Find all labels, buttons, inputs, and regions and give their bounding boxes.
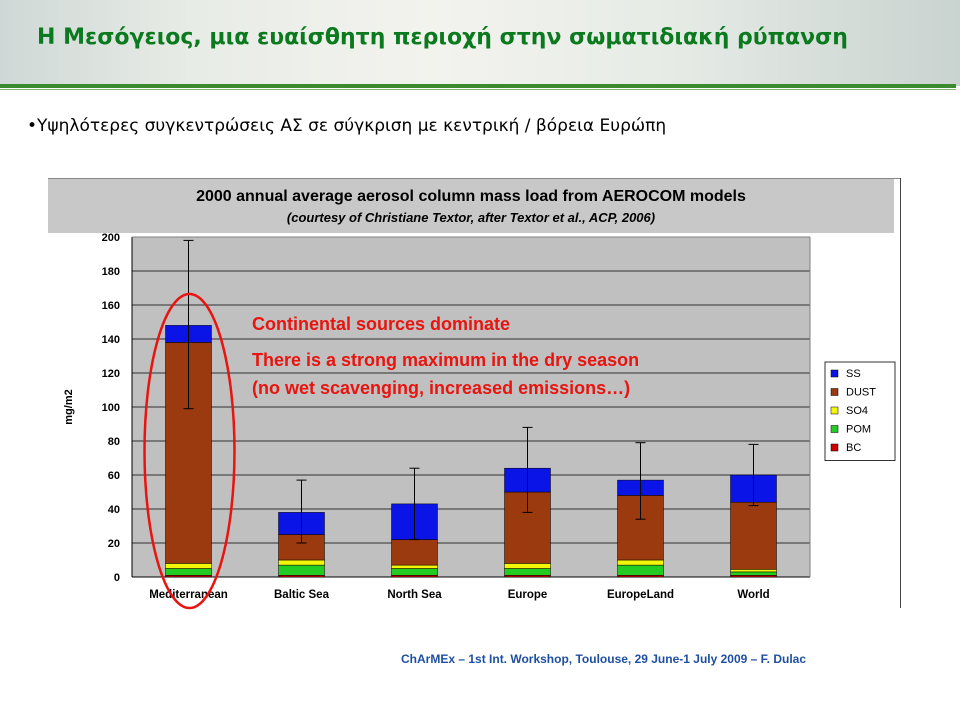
bar-segment-bc: [730, 575, 777, 578]
footer-credit: ChArMEx – 1st Int. Workshop, Toulouse, 2…: [401, 652, 806, 666]
slide-title: Η Μεσόγειος, μια ευαίσθητη περιοχή στην …: [37, 25, 848, 50]
legend-label-ss: SS: [846, 368, 861, 380]
y-tick-label: 140: [102, 334, 120, 346]
y-tick-label: 80: [108, 436, 120, 448]
bar-segment-so4: [391, 564, 438, 569]
bar-segment-so4: [504, 563, 551, 569]
x-tick-label: North Sea: [387, 589, 442, 601]
chart-title: 2000 annual average aerosol column mass …: [196, 188, 746, 205]
y-tick-label: 120: [102, 368, 120, 380]
highlight-ellipse: [143, 292, 236, 610]
bar-segment-pom: [617, 564, 664, 576]
bar-segment-pom: [730, 571, 777, 576]
bar-segment-so4: [730, 569, 777, 573]
chart-frame-right: [900, 178, 901, 608]
title-underline: [0, 84, 956, 88]
bar-segment-bc: [391, 575, 438, 578]
chart-annotation: (no wet scavenging, increased emissions……: [252, 378, 630, 398]
header-banner: [0, 0, 960, 86]
bar-segment-bc: [617, 575, 664, 578]
x-tick-label: Baltic Sea: [274, 589, 330, 601]
y-tick-label: 60: [108, 470, 120, 482]
chart-annotation: Continental sources dominate: [252, 314, 510, 334]
bar-segment-so4: [278, 559, 325, 566]
bar-segment-pom: [165, 568, 212, 576]
x-tick-label: EuropeLand: [607, 589, 674, 601]
bar-segment-pom: [278, 564, 325, 576]
bar-segment-dust: [730, 501, 777, 570]
y-axis-label: mg/m2: [63, 389, 75, 424]
chart-subtitle: (courtesy of Christiane Textor, after Te…: [286, 210, 656, 225]
y-tick-label: 100: [102, 402, 120, 414]
y-tick-label: 180: [102, 266, 120, 278]
y-tick-label: 20: [108, 538, 120, 550]
bar-segment-so4: [165, 563, 212, 569]
y-tick-label: 160: [102, 300, 120, 312]
bar-segment-dust: [391, 539, 438, 566]
bar-segment-pom: [391, 568, 438, 576]
x-tick-label: Mediterranean: [149, 589, 228, 601]
legend-label-so4: SO4: [846, 405, 868, 417]
bullet-text: •Υψηλότερες συγκεντρώσεις ΑΣ σε σύγκριση…: [27, 116, 667, 136]
legend-swatch-dust: [830, 388, 839, 396]
legend-swatch-so4: [830, 406, 839, 415]
title-underline-thin: [0, 89, 956, 90]
y-tick-label: 40: [108, 504, 120, 516]
chart-annotation: There is a strong maximum in the dry sea…: [252, 350, 639, 370]
x-tick-label: Europe: [508, 589, 548, 601]
legend-label-bc: BC: [846, 442, 861, 454]
legend-label-pom: POM: [846, 424, 871, 436]
bar-segment-bc: [278, 575, 325, 578]
legend-swatch-pom: [830, 425, 839, 433]
x-tick-label: World: [737, 589, 769, 601]
bar-segment-bc: [165, 575, 212, 578]
y-tick-label: 200: [102, 232, 120, 244]
chart-title-band: [48, 179, 894, 233]
bar-segment-pom: [504, 568, 551, 576]
legend-label-dust: DUST: [846, 387, 876, 399]
y-tick-label: 0: [114, 572, 120, 584]
legend-swatch-ss: [830, 369, 839, 378]
bar-segment-so4: [617, 559, 664, 566]
chart-frame-top: [48, 178, 901, 179]
legend-swatch-bc: [830, 443, 839, 452]
bar-segment-bc: [504, 575, 551, 578]
